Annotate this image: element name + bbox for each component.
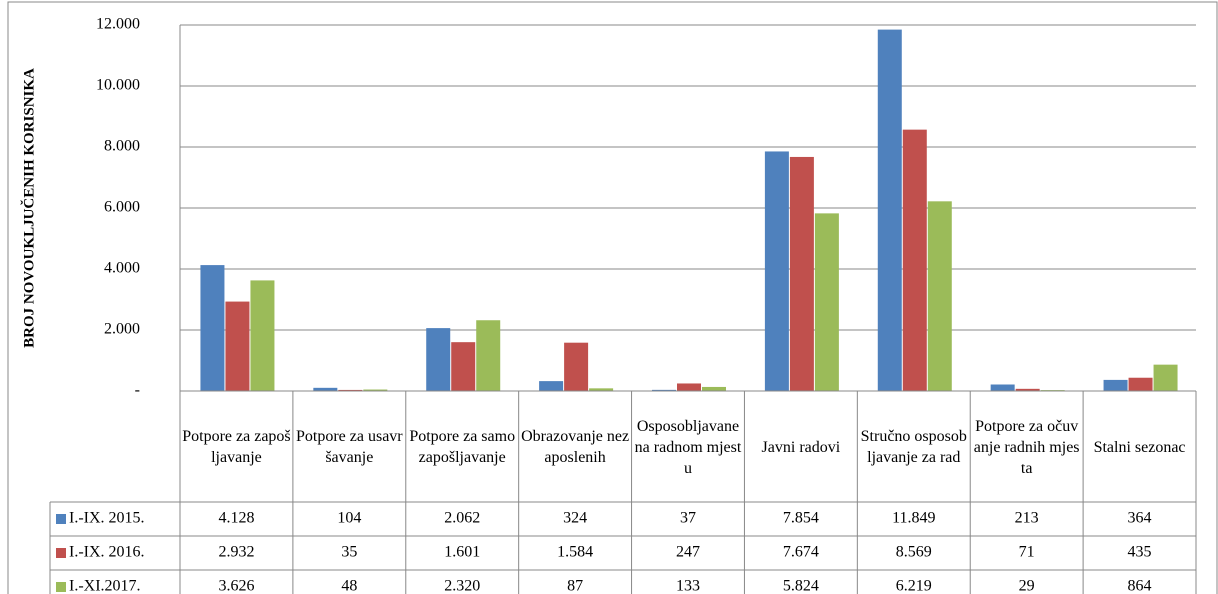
bar — [476, 320, 501, 391]
x-tick-label: Stalni sezonac — [1093, 438, 1186, 456]
bar — [539, 381, 564, 391]
bar — [250, 280, 275, 391]
bar — [1103, 379, 1128, 391]
data-label: 864 — [1128, 578, 1152, 594]
bar — [451, 342, 476, 391]
bar — [1015, 388, 1040, 391]
bar — [338, 389, 363, 391]
data-label: 247 — [676, 544, 700, 561]
y-tick-label: 10.000 — [96, 77, 140, 94]
legend-label: I.-XI.2017. — [69, 578, 141, 594]
bar — [426, 328, 451, 391]
bar — [225, 301, 250, 391]
data-label: 133 — [676, 578, 700, 594]
y-tick-label: 2.000 — [104, 321, 140, 338]
data-label: 1.584 — [557, 544, 593, 561]
data-label: 11.849 — [892, 510, 935, 527]
data-label: 3.626 — [218, 578, 254, 594]
category-cell: Stručno osposobljavanje za rad — [860, 428, 967, 466]
x-tick-label: Potpore za očuvanje radnih mjesta — [973, 417, 1080, 477]
y-tick-label: - — [135, 382, 140, 399]
data-label: 104 — [337, 510, 361, 527]
data-label: 87 — [567, 578, 583, 594]
y-tick-label: 12.000 — [96, 16, 140, 33]
data-label: 435 — [1128, 544, 1152, 561]
legend-swatch — [56, 514, 66, 524]
category-cell: Obrazovanje nezaposlenih — [521, 428, 630, 466]
data-label: 2.320 — [444, 578, 480, 594]
legend-label: I.-IX. 2015. — [69, 510, 145, 527]
data-label: 324 — [563, 510, 587, 527]
category-cell: Potpore za usavršavanje — [295, 428, 403, 466]
bar — [1153, 364, 1178, 391]
bar — [677, 383, 701, 391]
y-tick-label: 4.000 — [104, 260, 140, 277]
bar — [589, 388, 614, 391]
y-tick-label: 8.000 — [104, 138, 140, 155]
bar — [652, 389, 676, 391]
chart-border — [7, 1, 1218, 594]
bar — [363, 389, 388, 391]
x-tick-label: Potpore za samozapošljavanje — [409, 428, 516, 466]
legend-swatch — [56, 582, 66, 592]
data-label: 2.932 — [218, 544, 254, 561]
bar — [814, 213, 839, 391]
data-label: 4.128 — [218, 510, 254, 527]
data-label: 48 — [341, 578, 357, 594]
category-cell: Potpore za zapošljavanje — [182, 428, 291, 466]
bar — [200, 265, 225, 391]
category-cell: Potpore za očuvanje radnih mjesta — [973, 417, 1080, 477]
x-tick-label: Obrazovanje nezaposlenih — [521, 428, 630, 466]
data-label: 29 — [1019, 578, 1035, 594]
bar — [564, 342, 589, 391]
category-cell: Stalni sezonac — [1093, 438, 1186, 456]
bar — [1128, 377, 1153, 391]
data-label: 7.854 — [783, 510, 819, 527]
x-tick-label: Potpore za usavršavanje — [295, 428, 403, 466]
x-tick-label: Javni radovi — [761, 438, 841, 456]
category-cell: Javni radovi — [761, 438, 841, 456]
legend-label: I.-IX. 2016. — [69, 544, 145, 561]
bar — [313, 387, 338, 391]
category-cell: Osposobljavane na radnom mjestu — [634, 417, 742, 477]
y-tick-label: 6.000 — [104, 199, 140, 216]
data-label: 6.219 — [896, 578, 932, 594]
x-tick-label: Stručno osposobljavanje za rad — [860, 428, 967, 466]
data-label: 213 — [1015, 510, 1039, 527]
bar — [702, 386, 726, 391]
category-cell: Potpore za samozapošljavanje — [409, 428, 516, 466]
data-label: 7.674 — [783, 544, 819, 561]
bar — [877, 29, 902, 391]
data-label: 2.062 — [444, 510, 480, 527]
data-label: 37 — [680, 510, 696, 527]
y-axis-title: BROJ NOVOUKLJUČENIH KORISNIKA — [20, 68, 37, 348]
data-label: 8.569 — [896, 544, 932, 561]
data-label: 1.601 — [444, 544, 480, 561]
data-label: 5.824 — [783, 578, 819, 594]
data-label: 364 — [1128, 510, 1152, 527]
x-tick-label: Osposobljavane na radnom mjestu — [634, 417, 742, 477]
bar — [789, 156, 814, 391]
bar — [990, 384, 1015, 391]
data-label: 71 — [1019, 544, 1035, 561]
x-tick-label: Potpore za zapošljavanje — [182, 428, 291, 466]
bar — [902, 129, 927, 391]
data-label: 35 — [341, 544, 357, 561]
bar — [927, 201, 952, 391]
bar — [764, 151, 789, 391]
legend-swatch — [56, 548, 66, 558]
